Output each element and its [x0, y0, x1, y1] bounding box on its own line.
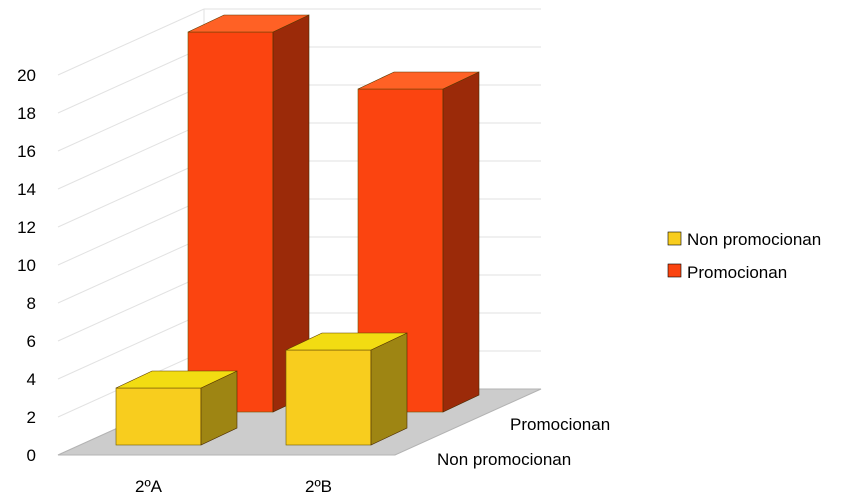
depth-label: Promocionan	[510, 415, 610, 434]
bar-top	[285, 332, 408, 351]
bar-top	[115, 370, 238, 389]
gridline-side	[57, 236, 205, 304]
y-tick-label: 18	[17, 104, 36, 123]
legend-swatch-promocionan	[667, 263, 682, 278]
bar-top	[357, 71, 480, 90]
gridline-side	[57, 84, 205, 152]
depth-axis-labels: Non promocionan Promocionan	[437, 415, 610, 469]
bar-promocionan-0	[187, 14, 310, 413]
legend-label-non-promocionan: Non promocionan	[687, 230, 821, 249]
gridline-side	[57, 46, 205, 114]
y-tick-label: 14	[17, 180, 36, 199]
x-tick-label: 2ºB	[305, 477, 332, 496]
y-tick-label: 4	[27, 370, 36, 389]
bar-non-promocionan-1	[285, 332, 408, 446]
gridline-side	[57, 274, 205, 342]
gridline-side	[57, 8, 205, 76]
gridline-side	[57, 122, 205, 190]
bar-top	[187, 14, 310, 33]
bar-side	[442, 71, 480, 413]
legend-swatch-non-promocionan	[667, 231, 682, 246]
bar-front	[187, 31, 274, 413]
bar-non-promocionan-0	[115, 370, 238, 446]
legend-label-promocionan: Promocionan	[687, 263, 787, 282]
y-tick-label: 10	[17, 256, 36, 275]
y-tick-label: 2	[27, 408, 36, 427]
y-tick-label: 16	[17, 142, 36, 161]
y-tick-label: 6	[27, 332, 36, 351]
bar-front	[115, 387, 202, 446]
depth-label: Non promocionan	[437, 450, 571, 469]
y-tick-label: 8	[27, 294, 36, 313]
legend: Non promocionan Promocionan	[667, 230, 821, 282]
bar-side	[370, 332, 408, 446]
gridline-side	[57, 198, 205, 266]
x-axis-labels: 2ºA 2ºB	[135, 477, 332, 496]
y-tick-label: 12	[17, 218, 36, 237]
y-tick-label: 20	[17, 66, 36, 85]
gridline-side	[57, 160, 205, 228]
bars	[115, 14, 480, 446]
y-tick-label: 0	[27, 446, 36, 465]
y-axis-ticks: 0 2 4 6 8 10 12 14 16 18 20	[17, 66, 36, 465]
gridline-side	[57, 312, 205, 380]
x-tick-label: 2ºA	[135, 477, 163, 496]
bar-front	[285, 349, 372, 446]
